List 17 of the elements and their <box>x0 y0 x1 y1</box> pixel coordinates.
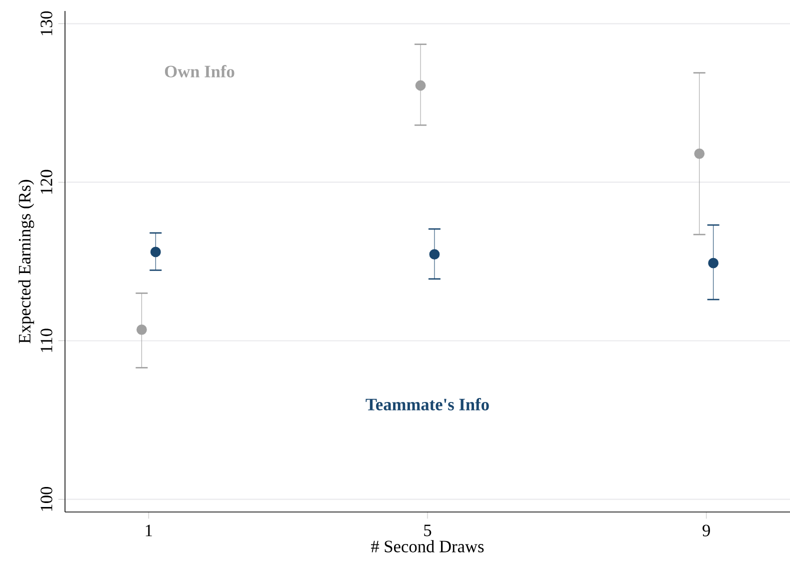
y-axis-title: Expected Earnings (Rs) <box>18 180 34 344</box>
x-tick-label: 9 <box>702 524 710 536</box>
text: Own Info <box>164 65 234 78</box>
y-tick-label: 110 <box>40 328 52 352</box>
point <box>150 246 161 258</box>
point <box>136 324 147 335</box>
y-tick-label: 130 <box>40 11 52 36</box>
point <box>415 80 426 91</box>
y-tick-label: 100 <box>40 486 52 511</box>
point <box>708 258 719 268</box>
y-tick-label: 120 <box>40 170 52 194</box>
text: Teammate's Info <box>366 398 489 410</box>
x-tick-label: 5 <box>424 524 432 536</box>
x-axis-title: # Second Draws <box>371 540 484 552</box>
point <box>429 249 440 260</box>
point <box>694 148 705 159</box>
x-tick-label: 1 <box>146 524 152 536</box>
